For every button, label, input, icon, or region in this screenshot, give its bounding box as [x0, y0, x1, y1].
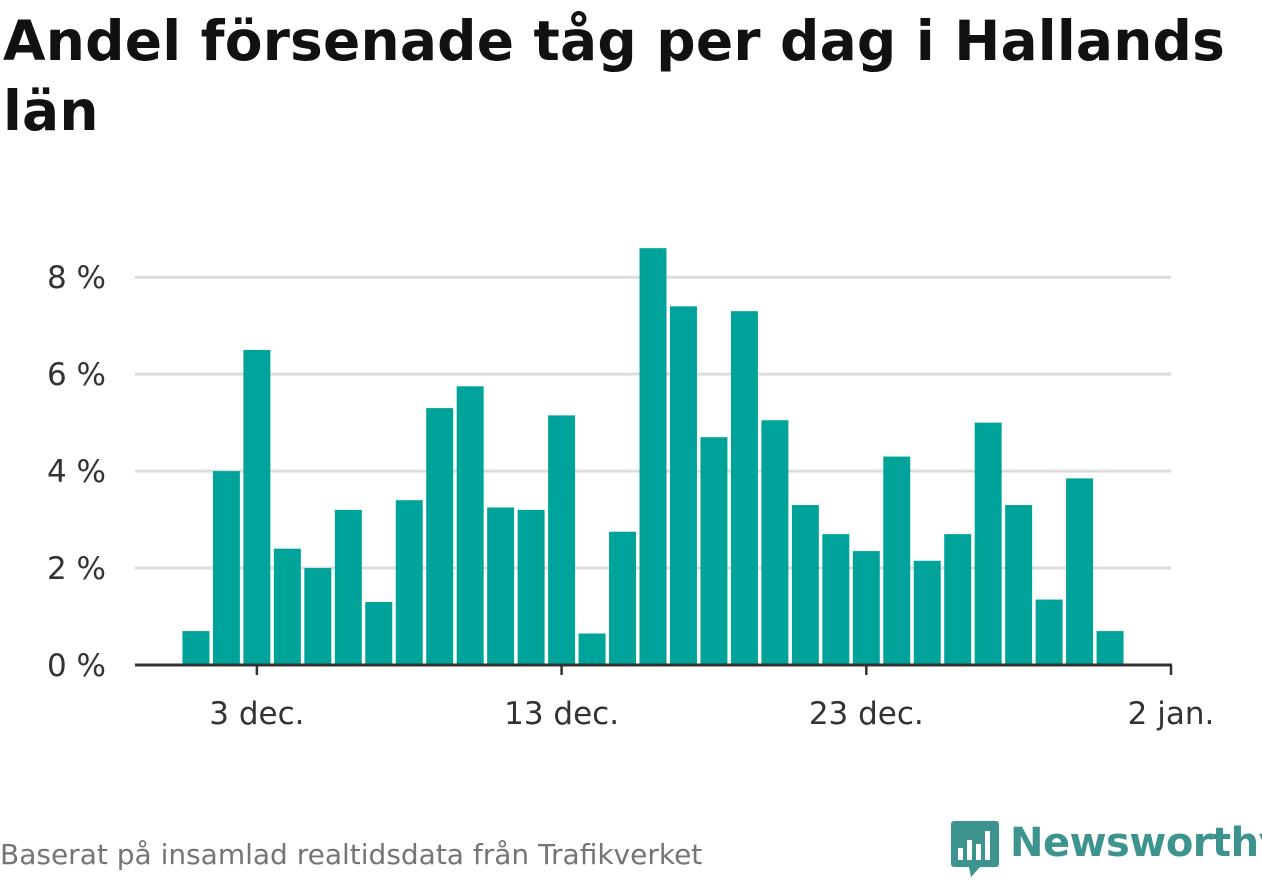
bar — [578, 633, 606, 665]
bar — [913, 560, 941, 665]
bar — [1096, 631, 1124, 665]
bar — [944, 534, 972, 665]
bar — [456, 386, 484, 665]
bars — [182, 248, 1124, 665]
bar — [700, 437, 728, 665]
bar — [334, 509, 362, 665]
x-axis — [135, 663, 1173, 675]
bar — [609, 531, 637, 665]
bar — [669, 306, 697, 665]
bar — [791, 505, 819, 665]
x-tick-label: 2 jan. — [1128, 696, 1215, 732]
y-tick-label: 4 % — [47, 454, 106, 490]
bar — [548, 415, 576, 665]
newsworthy-logo: Newsworthy — [950, 818, 1262, 880]
logo-wordmark: Newsworthy — [1010, 820, 1262, 866]
bar — [730, 311, 758, 665]
y-tick-label: 8 % — [47, 260, 106, 296]
bar-chart-speech-bubble-icon — [951, 821, 999, 877]
bar — [182, 631, 210, 665]
y-tick-label: 2 % — [47, 551, 106, 587]
bar — [365, 601, 393, 665]
y-tick-label: 6 % — [47, 357, 106, 393]
x-tick-label: 13 dec. — [504, 696, 619, 732]
bar — [243, 349, 271, 665]
bar — [517, 509, 545, 665]
x-tick-label: 3 dec. — [209, 696, 304, 732]
y-tick-label: 0 % — [47, 648, 106, 684]
bar — [639, 248, 667, 665]
chart-title: Andel försenade tåg per dag i Hallands l… — [3, 9, 1226, 143]
bar — [304, 568, 332, 665]
bar — [395, 500, 423, 665]
bar — [822, 534, 850, 665]
bar — [852, 551, 880, 665]
x-axis-labels: 3 dec. 13 dec. 23 dec. 2 jan. — [209, 696, 1214, 732]
bar — [273, 548, 301, 665]
bar — [487, 507, 515, 665]
source-note: Baserat på insamlad realtidsdata från Tr… — [0, 838, 703, 871]
bar — [426, 408, 454, 665]
bar — [883, 456, 911, 665]
bar — [1035, 599, 1063, 665]
bar — [212, 471, 240, 665]
x-tick-label: 23 dec. — [809, 696, 924, 732]
bar — [1066, 478, 1094, 665]
bar — [974, 422, 1002, 665]
bar — [761, 420, 789, 665]
bar — [1005, 505, 1033, 665]
y-axis-labels: 0 % 2 % 4 % 6 % 8 % — [47, 260, 106, 684]
